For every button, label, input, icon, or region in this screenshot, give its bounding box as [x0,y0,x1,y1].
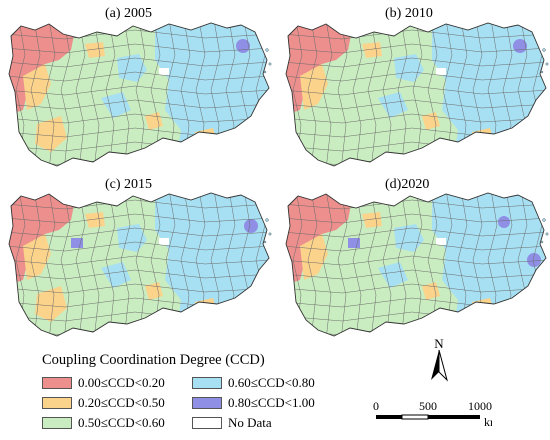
panel-title-2015: (c) 2015 [105,177,153,192]
legend-swatch [42,377,72,389]
panel-title-2005: (a) 2005 [105,6,153,21]
legend-label: 0.60≤CCD<0.80 [228,375,315,390]
panel-title-2010: (b) 2010 [385,6,433,21]
legend-item: 0.60≤CCD<0.80 [192,375,315,391]
panel-title-2020: (d)2020 [385,177,430,192]
map-panel-2020 [285,192,549,337]
north-arrow-icon: N [431,336,448,382]
scale-tick-label: 0 [373,399,379,413]
legend-item: 0.50≤CCD<0.60 [42,415,165,431]
scale-tick-label: 500 [419,399,437,413]
map-panel-2005 [8,22,272,167]
legend-swatch [192,417,222,429]
legend-item: 0.80≤CCD<1.00 [192,395,315,411]
legend-title: Coupling Coordination Degree (CCD) [42,352,265,368]
scale-unit: km [484,415,492,429]
north-label: N [434,336,444,351]
legend-item: 0.20≤CCD<0.50 [42,395,165,411]
map-panel-2010 [285,22,549,167]
legend-item: 0.00≤CCD<0.20 [42,375,165,391]
legend-label: 0.00≤CCD<0.20 [78,375,165,390]
legend-swatch [42,397,72,409]
legend-swatch [42,417,72,429]
legend-label: 0.80≤CCD<1.00 [228,395,315,410]
legend-swatch [192,397,222,409]
legend-swatch [192,377,222,389]
legend-label: No Data [228,415,272,430]
legend-item: No Data [192,415,272,431]
map-panel-2015 [8,192,272,337]
legend-label: 0.50≤CCD<0.60 [78,415,165,430]
scale-tick-label: 1000 [468,399,492,413]
legend-label: 0.20≤CCD<0.50 [78,395,165,410]
scale-bar: 0 500 1000 km [373,399,492,429]
